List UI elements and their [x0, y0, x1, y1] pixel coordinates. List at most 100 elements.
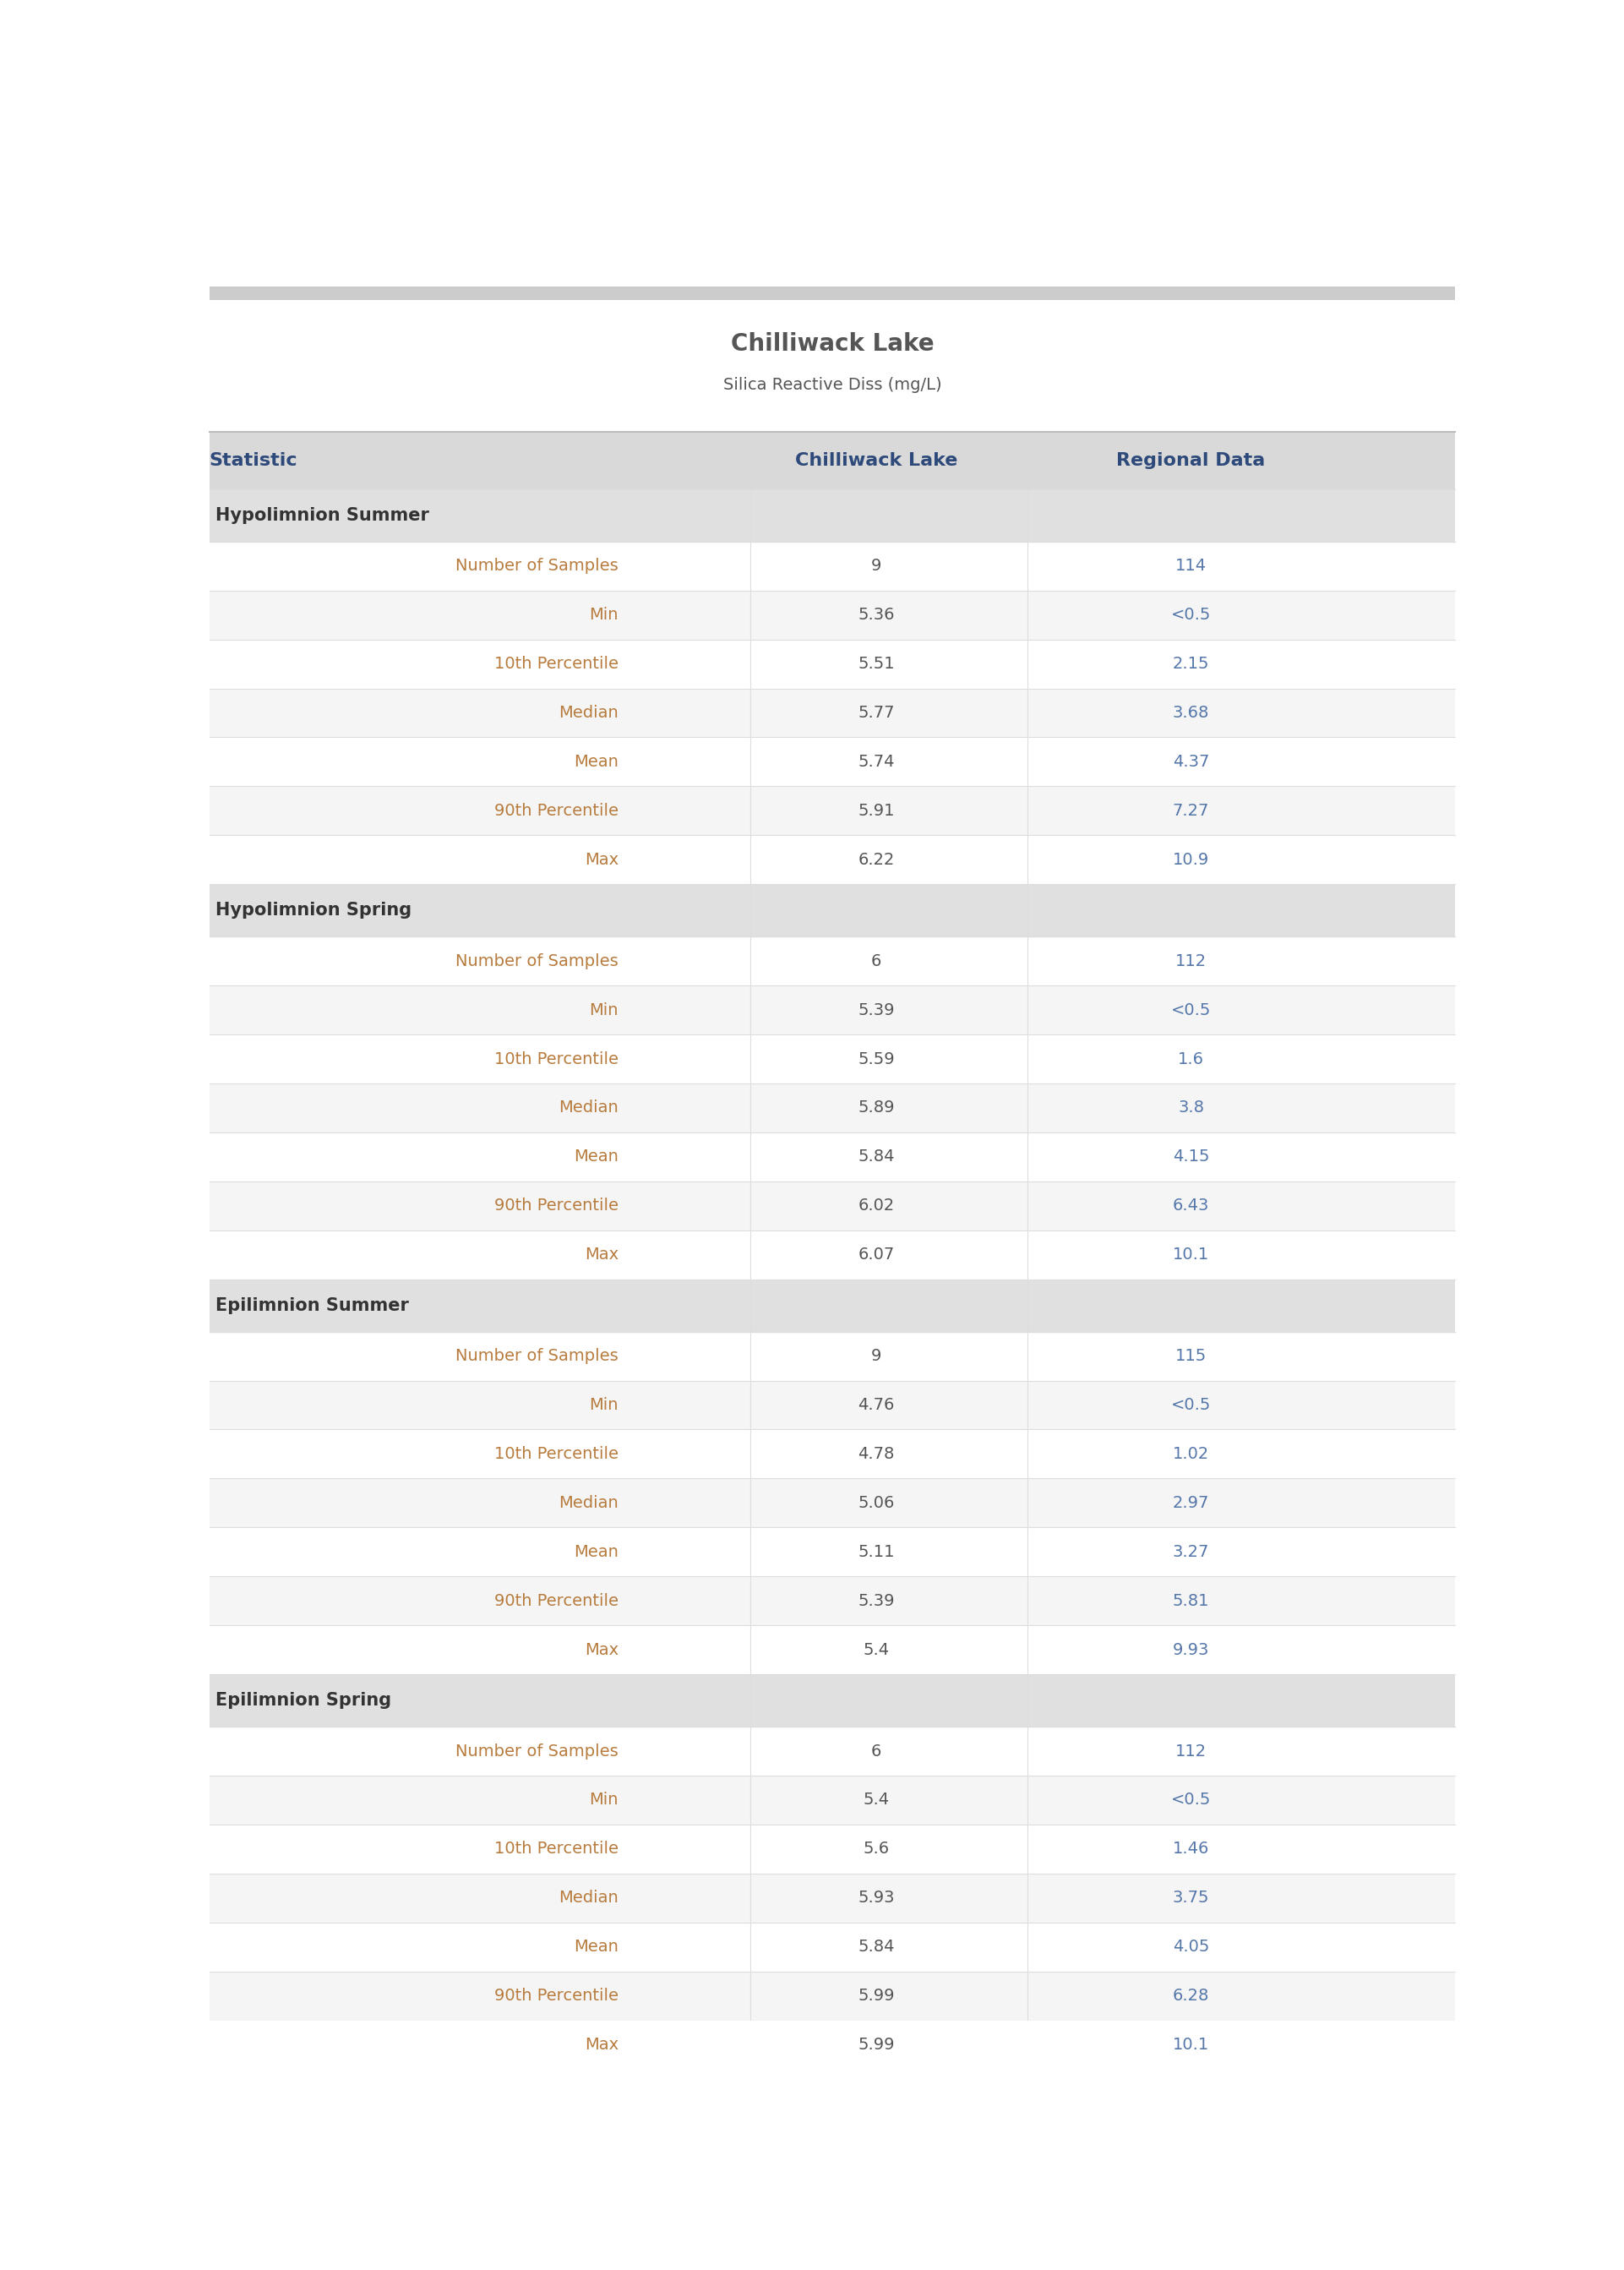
Text: 5.06: 5.06	[857, 1496, 895, 1512]
Text: 3.75: 3.75	[1173, 1891, 1210, 1907]
Bar	[209, 543, 1455, 590]
Text: 112: 112	[1176, 953, 1207, 969]
Bar	[209, 1575, 1455, 1625]
Text: 10.1: 10.1	[1173, 1246, 1210, 1262]
Bar	[209, 938, 1455, 985]
Text: Mean: Mean	[573, 1149, 619, 1165]
Bar	[209, 1133, 1455, 1180]
Bar	[209, 488, 1455, 543]
Text: 5.77: 5.77	[857, 706, 895, 722]
Text: 5.39: 5.39	[857, 1001, 895, 1017]
Text: Max: Max	[585, 1641, 619, 1657]
Text: Min: Min	[590, 1396, 619, 1412]
Bar	[209, 2020, 1455, 2070]
Bar	[209, 1430, 1455, 1478]
Text: Mean: Mean	[573, 1544, 619, 1559]
Text: <0.5: <0.5	[1171, 1001, 1212, 1017]
Text: <0.5: <0.5	[1171, 606, 1212, 622]
Bar	[209, 1775, 1455, 1825]
Text: 4.37: 4.37	[1173, 754, 1210, 770]
Text: 10th Percentile: 10th Percentile	[494, 1841, 619, 1857]
Text: 114: 114	[1176, 558, 1207, 574]
Text: 10th Percentile: 10th Percentile	[494, 1051, 619, 1067]
Text: Number of Samples: Number of Samples	[455, 558, 619, 574]
Bar	[209, 785, 1455, 835]
Bar	[209, 590, 1455, 640]
Text: 1.46: 1.46	[1173, 1841, 1210, 1857]
Text: 3.27: 3.27	[1173, 1544, 1210, 1559]
Bar	[209, 1727, 1455, 1775]
Text: Max: Max	[585, 2036, 619, 2052]
Text: 5.59: 5.59	[857, 1051, 895, 1067]
Text: 90th Percentile: 90th Percentile	[494, 1594, 619, 1609]
Text: Max: Max	[585, 851, 619, 867]
Text: Chilliwack Lake: Chilliwack Lake	[731, 331, 934, 356]
Bar	[209, 286, 1455, 300]
Text: 6.22: 6.22	[857, 851, 895, 867]
Text: 9: 9	[870, 1348, 882, 1364]
Text: 6.02: 6.02	[857, 1199, 895, 1214]
Text: 2.97: 2.97	[1173, 1496, 1210, 1512]
Text: 5.11: 5.11	[857, 1544, 895, 1559]
Bar	[209, 738, 1455, 785]
Text: Min: Min	[590, 606, 619, 622]
Text: 3.68: 3.68	[1173, 706, 1210, 722]
Text: Hypolimnion Summer: Hypolimnion Summer	[216, 506, 429, 524]
Bar	[209, 1083, 1455, 1133]
Text: 4.78: 4.78	[857, 1446, 895, 1462]
Text: Max: Max	[585, 1246, 619, 1262]
Text: 2.15: 2.15	[1173, 656, 1210, 672]
Text: 3.8: 3.8	[1177, 1101, 1203, 1117]
Bar	[209, 688, 1455, 738]
Bar	[209, 1528, 1455, 1575]
Bar	[209, 1923, 1455, 1970]
Text: 4.05: 4.05	[1173, 1939, 1210, 1954]
Text: 5.4: 5.4	[864, 1791, 890, 1809]
Text: 7.27: 7.27	[1173, 804, 1210, 819]
Text: Median: Median	[559, 1101, 619, 1117]
Bar	[209, 1332, 1455, 1380]
Text: Median: Median	[559, 706, 619, 722]
Text: 10.1: 10.1	[1173, 2036, 1210, 2052]
Text: 5.93: 5.93	[857, 1891, 895, 1907]
Text: 5.81: 5.81	[1173, 1594, 1210, 1609]
Text: <0.5: <0.5	[1171, 1396, 1212, 1412]
Bar	[209, 640, 1455, 688]
Text: 115: 115	[1176, 1348, 1207, 1364]
Bar	[209, 1625, 1455, 1675]
Bar	[209, 1675, 1455, 1727]
Text: 112: 112	[1176, 1743, 1207, 1759]
Text: 10th Percentile: 10th Percentile	[494, 656, 619, 672]
Text: 5.91: 5.91	[857, 804, 895, 819]
Text: 6: 6	[870, 1743, 882, 1759]
Text: 5.84: 5.84	[857, 1939, 895, 1954]
Text: 90th Percentile: 90th Percentile	[494, 1989, 619, 2004]
Text: 90th Percentile: 90th Percentile	[494, 1199, 619, 1214]
Text: 4.76: 4.76	[857, 1396, 895, 1412]
Text: 5.99: 5.99	[857, 1989, 895, 2004]
Bar	[209, 985, 1455, 1035]
Text: 1.02: 1.02	[1173, 1446, 1210, 1462]
Text: 4.15: 4.15	[1173, 1149, 1210, 1165]
Bar	[209, 1873, 1455, 1923]
Text: 6.07: 6.07	[857, 1246, 895, 1262]
Text: 6.43: 6.43	[1173, 1199, 1210, 1214]
Text: Epilimnion Summer: Epilimnion Summer	[216, 1296, 409, 1314]
Text: 9: 9	[870, 558, 882, 574]
Text: Epilimnion Spring: Epilimnion Spring	[216, 1691, 391, 1709]
Text: 10.9: 10.9	[1173, 851, 1210, 867]
Text: Regional Data: Regional Data	[1117, 452, 1265, 468]
Bar	[209, 835, 1455, 885]
Text: 6: 6	[870, 953, 882, 969]
Text: Median: Median	[559, 1496, 619, 1512]
Bar	[209, 1970, 1455, 2020]
Text: 6.28: 6.28	[1173, 1989, 1210, 2004]
Bar	[209, 1180, 1455, 1230]
Text: Median: Median	[559, 1891, 619, 1907]
Text: 1.6: 1.6	[1177, 1051, 1203, 1067]
Text: Mean: Mean	[573, 1939, 619, 1954]
Text: 9.93: 9.93	[1173, 1641, 1210, 1657]
Text: Statistic: Statistic	[209, 452, 297, 468]
Text: Number of Samples: Number of Samples	[455, 1743, 619, 1759]
Bar	[209, 1825, 1455, 1873]
